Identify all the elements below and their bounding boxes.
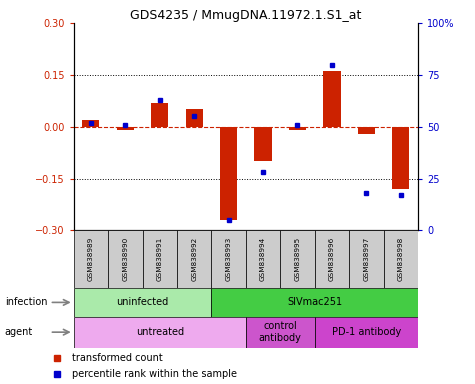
Text: GSM838990: GSM838990 (122, 237, 128, 281)
Bar (220, 127, 237, 220)
Text: GSM838991: GSM838991 (157, 237, 163, 281)
Bar (74, 230, 108, 288)
Bar (246, 317, 314, 348)
Text: uninfected: uninfected (116, 297, 169, 308)
Bar (177, 230, 211, 288)
Bar (358, 127, 375, 134)
Bar (349, 230, 384, 288)
Bar (384, 230, 418, 288)
Bar (151, 103, 168, 127)
Text: percentile rank within the sample: percentile rank within the sample (72, 369, 237, 379)
Title: GDS4235 / MmugDNA.11972.1.S1_at: GDS4235 / MmugDNA.11972.1.S1_at (130, 9, 361, 22)
Bar (74, 317, 246, 348)
Bar (142, 230, 177, 288)
Text: GSM838998: GSM838998 (398, 237, 404, 281)
Text: GSM838992: GSM838992 (191, 237, 197, 281)
Bar (117, 127, 134, 130)
Text: GSM838994: GSM838994 (260, 237, 266, 281)
Bar (82, 120, 99, 127)
Bar (289, 127, 306, 130)
Text: control
antibody: control antibody (259, 321, 302, 343)
Bar (211, 230, 246, 288)
Bar (392, 127, 409, 189)
Text: GSM838996: GSM838996 (329, 237, 335, 281)
Bar (280, 230, 314, 288)
Text: GSM838997: GSM838997 (363, 237, 370, 281)
Bar (314, 230, 349, 288)
Text: infection: infection (5, 297, 47, 308)
Bar (323, 71, 341, 127)
Bar (246, 230, 280, 288)
Text: GSM838989: GSM838989 (88, 237, 94, 281)
Bar (74, 288, 211, 317)
Text: agent: agent (5, 327, 33, 337)
Text: GSM838995: GSM838995 (294, 237, 301, 281)
Bar (314, 317, 418, 348)
Text: SIVmac251: SIVmac251 (287, 297, 342, 308)
Bar (255, 127, 272, 161)
Text: transformed count: transformed count (72, 353, 163, 363)
Text: untreated: untreated (136, 327, 184, 337)
Text: PD-1 antibody: PD-1 antibody (332, 327, 401, 337)
Bar (108, 230, 142, 288)
Bar (186, 109, 203, 127)
Text: GSM838993: GSM838993 (226, 237, 232, 281)
Bar (211, 288, 418, 317)
